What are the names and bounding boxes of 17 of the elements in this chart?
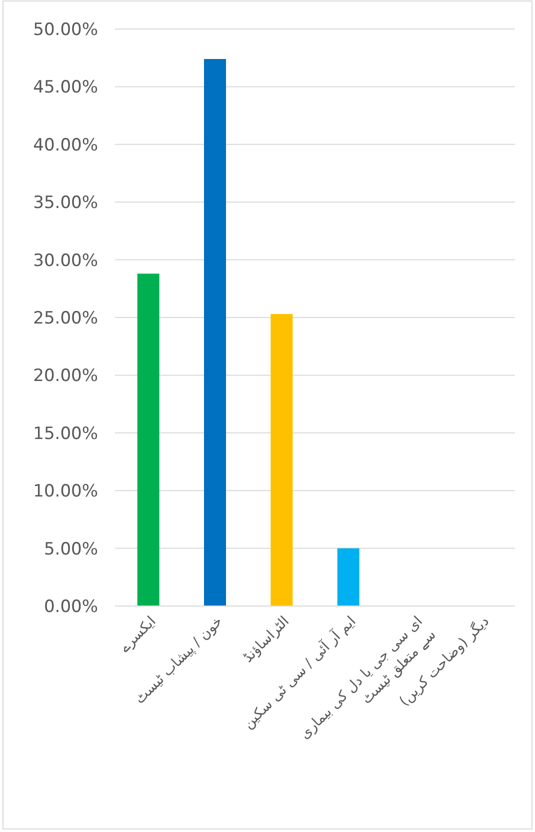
y-tick-label: 40.00%	[33, 135, 98, 156]
y-tick-label: 30.00%	[33, 250, 98, 271]
y-tick-label: 45.00%	[33, 78, 98, 98]
bar	[137, 274, 160, 606]
y-tick-label: 0.00%	[44, 597, 98, 617]
y-tick-label: 20.00%	[33, 366, 98, 386]
bar	[204, 59, 226, 606]
y-tick-label: 15.00%	[33, 424, 98, 444]
bar	[270, 314, 293, 606]
y-tick-label: 50.00%	[33, 20, 98, 40]
y-tick-label: 5.00%	[44, 539, 98, 560]
x-tick-label: الٹراساؤنڈ	[240, 614, 292, 666]
y-tick-label: 25.00%	[33, 308, 98, 328]
bar	[337, 548, 360, 606]
y-tick-label: 35.00%	[33, 193, 98, 214]
y-tick-label: 10.00%	[33, 482, 98, 502]
x-tick-label: ایکسرے	[116, 614, 160, 656]
